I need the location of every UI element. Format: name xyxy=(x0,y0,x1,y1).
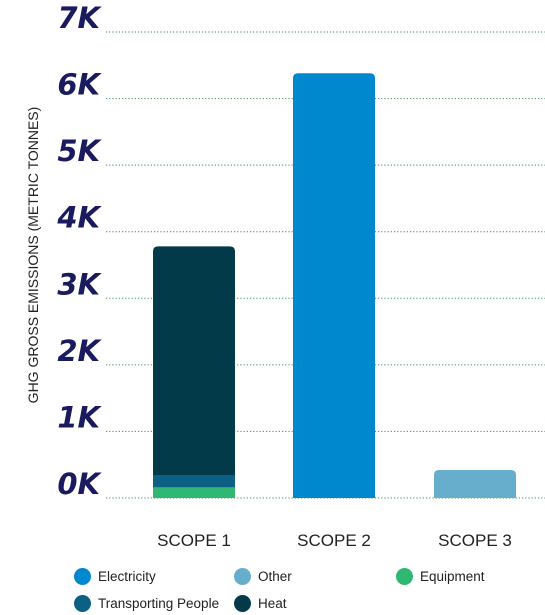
x-category-label: SCOPE 2 xyxy=(297,531,371,550)
y-tick-label: 3K xyxy=(57,267,102,301)
legend-item-electricity: Electricity xyxy=(74,568,156,585)
legend-item-transporting-people: Transporting People xyxy=(74,595,219,612)
y-tick-label: 1K xyxy=(57,400,102,434)
bar-segment-equipment xyxy=(153,487,235,498)
legend-swatch-other xyxy=(234,568,251,585)
y-tick-label: 2K xyxy=(57,334,102,368)
bars xyxy=(153,73,516,498)
legend-label-transporting-people: Transporting People xyxy=(98,596,220,611)
legend-label-electricity: Electricity xyxy=(98,569,156,584)
y-axis-label: GHG GROSS EMISSIONS (METRIC TONNES) xyxy=(25,107,41,404)
bar-segment-transporting-people xyxy=(153,475,235,488)
y-tick-label: 5K xyxy=(57,134,102,168)
legend-swatch-transporting-people xyxy=(74,595,91,612)
bar-segment-heat xyxy=(153,246,235,476)
y-tick-label: 6K xyxy=(57,68,102,102)
legend-label-equipment: Equipment xyxy=(420,569,485,584)
y-tick-label: 4K xyxy=(56,201,102,235)
legend-label-heat: Heat xyxy=(258,596,287,611)
y-tick-label: 7K xyxy=(57,1,102,35)
legend: Electricity Other Equipment Transporting… xyxy=(74,566,534,614)
legend-swatch-heat xyxy=(234,595,251,612)
y-axis-ticks: 0K 1K 2K 3K 4K 5K 6K 7K xyxy=(56,1,102,501)
bar-segment-other xyxy=(434,470,516,498)
legend-label-other: Other xyxy=(258,569,292,584)
legend-item-heat: Heat xyxy=(234,595,287,612)
x-axis-categories: SCOPE 1 SCOPE 2 SCOPE 3 xyxy=(157,531,512,550)
emissions-bar-chart: 0K 1K 2K 3K 4K 5K 6K 7K SCOPE 1 SCOPE 2 SCOPE 3 G… xyxy=(25,1,545,550)
bar-segment-electricity xyxy=(293,73,375,498)
y-tick-label: 0K xyxy=(57,467,102,501)
legend-swatch-equipment xyxy=(396,568,413,585)
x-category-label: SCOPE 3 xyxy=(438,531,512,550)
x-category-label: SCOPE 1 xyxy=(157,531,231,550)
legend-item-other: Other xyxy=(234,568,292,585)
legend-swatch-electricity xyxy=(74,568,91,585)
legend-item-equipment: Equipment xyxy=(396,568,485,585)
